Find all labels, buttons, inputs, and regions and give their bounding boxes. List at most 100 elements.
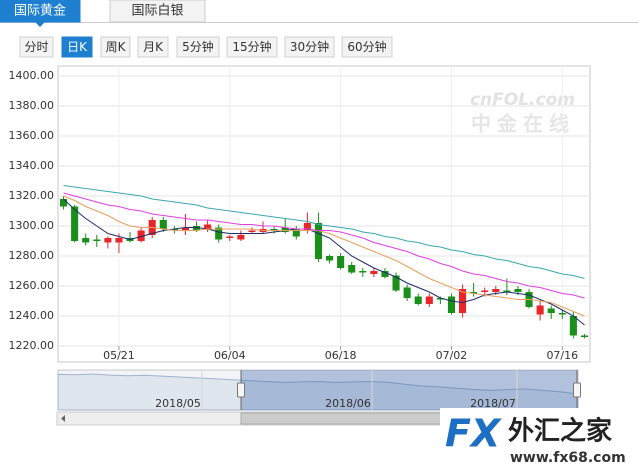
candle-body [303,223,311,231]
candle-body [547,308,555,313]
y-tick-label: 1400.00 [9,69,55,82]
logo: FX 外汇之家 www.fx68.com [440,408,638,468]
tab-bar: 国际黄金 国际白银 [0,0,206,27]
period-button[interactable] [284,36,335,58]
candle-body [159,220,167,229]
candle-body [237,235,245,240]
candle-body [414,296,422,304]
plot [59,185,589,339]
period-button-label[interactable]: 分时 [24,40,48,54]
scroll-left-arrow[interactable] [61,415,65,422]
tab-pointer [35,22,45,27]
candle-body [215,227,223,240]
period-button[interactable] [341,36,393,58]
candle-body [281,227,289,232]
candle-body [580,335,589,337]
period-button-label[interactable]: 月K [143,40,164,54]
candle-body [514,289,522,292]
candle-body [137,230,145,241]
moving-average-line [63,192,585,299]
watermark-brand: cnFOL.com [470,90,575,110]
candle-body [425,296,433,304]
logo-url: www.fx68.com [510,450,626,466]
grid: 1220.00 1240.00 1260.00 1280.00 1300.00 1320.… [9,66,590,362]
candle-body [403,287,411,298]
watermark-name: 中金在线 [471,112,575,136]
candle-body [337,256,345,268]
navigator-selection [241,370,577,410]
watermark: cnFOL.com 中金在线 [470,90,575,136]
y-tick-label: 1260.00 [9,279,55,292]
period-button-label[interactable]: 日K [67,40,88,54]
y-tick-label: 1380.00 [9,99,55,112]
moving-average-line [63,198,585,326]
period-buttons: 分时 日K 周K 月K 5分钟 15分钟 30分钟 60分钟 [19,36,393,58]
x-tick-label: 06/18 [325,349,357,362]
candle-body [458,289,467,313]
candle-body [248,230,256,232]
candle-body [558,313,566,315]
tab-label[interactable]: 国际黄金 [14,3,66,19]
x-tick-label: 07/02 [436,349,468,362]
candle-body [115,238,123,243]
candle-body [204,224,212,229]
moving-average-line [63,185,585,279]
period-button[interactable] [176,36,220,58]
candle-body [370,271,378,274]
y-tick-label: 1320.00 [9,189,55,202]
period-button-label[interactable]: 30分钟 [290,39,329,54]
period-button-label[interactable]: 5分钟 [182,39,214,54]
tab[interactable] [109,0,206,23]
period-button[interactable] [226,36,278,58]
moving-average-line [63,195,585,317]
period-button[interactable] [100,36,131,58]
period-button-label[interactable]: 周K [106,40,127,54]
candle-body [481,290,489,292]
logo-fx: FX [445,412,502,456]
y-tick-label: 1340.00 [9,159,55,172]
candle-body [569,316,577,336]
candle-body [170,229,178,231]
candle-body [492,289,500,292]
candle-body [104,238,112,243]
navigator-handle[interactable] [237,382,245,398]
plot-frame [57,65,591,363]
x-tick-label: 05/21 [103,349,135,362]
y-tick-label: 1240.00 [9,309,55,322]
period-button[interactable] [61,36,93,58]
candle-body [359,271,367,273]
candle-body [71,206,79,241]
candle-body [226,236,234,238]
navigator-handle[interactable] [573,382,581,398]
candle-body [82,238,90,243]
logo-name: 外汇之家 [508,416,612,447]
candle-body [325,256,334,261]
candle-body [93,239,101,241]
logo-bg [440,408,638,468]
period-button[interactable] [19,36,54,58]
y-tick-label: 1280.00 [9,249,55,262]
navigator: 2018/05 2018/06 2018/07 [57,370,581,411]
candle-body [447,296,456,313]
candle-body [192,226,201,231]
candle-body [59,199,68,207]
period-button[interactable] [137,36,169,58]
navigator-label: 2018/07 [470,397,516,410]
y-tick-label: 1360.00 [9,129,55,142]
tab-label[interactable]: 国际白银 [131,3,183,19]
period-button-label[interactable]: 60分钟 [347,39,386,54]
candle-body [503,290,511,292]
candle-body [181,227,190,231]
candle-body [381,271,389,277]
navigator-label: 2018/06 [325,397,371,410]
candle-body [470,292,478,294]
candle-body [292,229,300,237]
candle-body [436,298,444,300]
period-button-label[interactable]: 15分钟 [232,39,271,54]
y-tick-label: 1220.00 [9,339,55,352]
candle-body [314,223,323,259]
y-tick-label: 1300.00 [9,219,55,232]
navigator-label: 2018/05 [155,397,201,410]
